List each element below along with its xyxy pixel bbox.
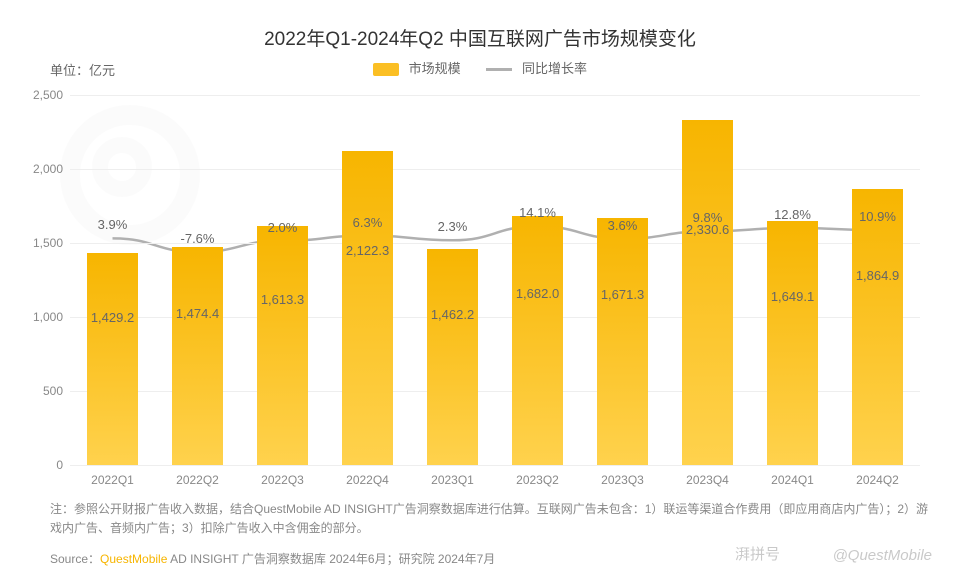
growth-line [113,226,878,252]
line-value-label: 12.8% [774,207,811,222]
x-axis-label: 2023Q2 [516,473,559,487]
bar-value-label: 1,474.4 [172,306,223,321]
x-axis-label: 2022Q2 [176,473,219,487]
bar-value-label: 1,613.3 [257,292,308,307]
bar [172,247,223,465]
gridline [70,169,920,170]
bar-value-label: 1,682.0 [512,286,563,301]
x-axis-label: 2024Q2 [856,473,899,487]
gridline [70,95,920,96]
bar [512,216,563,465]
line-value-label: 14.1% [519,205,556,220]
legend-bar-label: 市场规模 [409,61,461,76]
source-line: Source：QuestMobile AD INSIGHT 广告洞察数据库 20… [50,550,495,567]
line-value-label: 3.9% [98,217,128,232]
chart-title: 2022年Q1-2024年Q2 中国互联网广告市场规模变化 [0,24,960,51]
gridline [70,465,920,466]
line-value-label: -7.6% [181,231,215,246]
footnote: 注：参照公开财报广告收入数据，结合QuestMobile AD INSIGHT广… [50,500,936,538]
bar [257,226,308,465]
bar [597,218,648,465]
watermark-text-left: 湃拼号 [735,543,780,564]
watermark-text-right: @QuestMobile [833,547,932,564]
bar [427,249,478,465]
y-axis-label: 2,000 [15,162,63,176]
legend-line-label: 同比增长率 [522,61,587,76]
y-axis-label: 1,000 [15,310,63,324]
x-axis-label: 2022Q3 [261,473,304,487]
x-axis-label: 2023Q4 [686,473,729,487]
bar [682,120,733,465]
line-value-label: 6.3% [353,215,383,230]
source-rest: AD INSIGHT 广告洞察数据库 2024年6月；研究院 2024年7月 [167,552,495,566]
plot-area: 05001,0001,5002,0002,5001,429.22022Q13.9… [70,95,920,465]
bar-value-label: 1,671.3 [597,287,648,302]
x-axis-label: 2023Q1 [431,473,474,487]
bar [852,189,903,465]
line-value-label: 3.6% [608,218,638,233]
bar-value-label: 2,122.3 [342,243,393,258]
line-value-label: 9.8% [693,210,723,225]
legend-swatch-bar [373,63,399,76]
x-axis-label: 2023Q3 [601,473,644,487]
bar-value-label: 1,462.2 [427,307,478,322]
bar-value-label: 1,864.9 [852,268,903,283]
source-prefix: Source： [50,552,100,566]
line-value-label: 10.9% [859,209,896,224]
source-brand: QuestMobile [100,552,167,566]
chart-frame: 2022年Q1-2024年Q2 中国互联网广告市场规模变化 单位：亿元 市场规模… [0,0,960,582]
bar [87,253,138,465]
y-axis-label: 0 [15,458,63,472]
x-axis-label: 2022Q4 [346,473,389,487]
x-axis-label: 2022Q1 [91,473,134,487]
bar [767,221,818,465]
bar-value-label: 1,429.2 [87,310,138,325]
line-value-label: 2.3% [438,219,468,234]
line-value-label: 2.0% [268,220,298,235]
bar [342,151,393,465]
y-axis-label: 2,500 [15,88,63,102]
legend-swatch-line [486,68,512,71]
legend: 市场规模 同比增长率 [0,58,960,77]
y-axis-label: 1,500 [15,236,63,250]
bar-value-label: 1,649.1 [767,289,818,304]
x-axis-label: 2024Q1 [771,473,814,487]
y-axis-label: 500 [15,384,63,398]
